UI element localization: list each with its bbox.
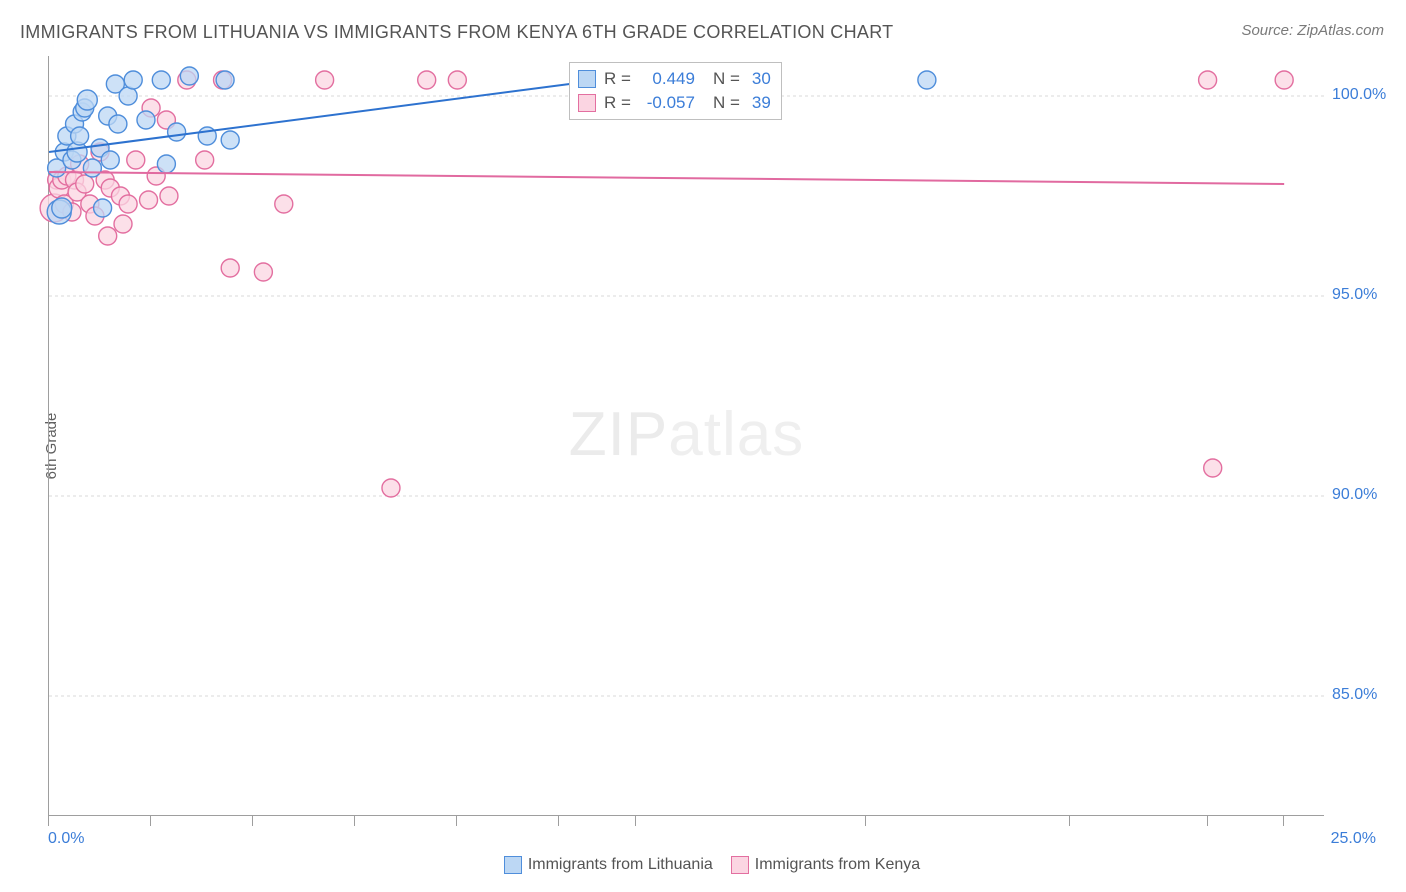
- legend-n-label: N =: [713, 91, 740, 115]
- source-attribution: Source: ZipAtlas.com: [1241, 22, 1384, 39]
- x-axis-min-label: 0.0%: [48, 830, 84, 848]
- legend-series-label: Immigrants from Lithuania: [528, 856, 713, 873]
- x-tick: [48, 816, 49, 826]
- legend-series-label: Immigrants from Kenya: [755, 856, 920, 873]
- x-tick: [150, 816, 151, 826]
- legend-inset: R = 0.449 N = 30 R = -0.057 N = 39: [569, 62, 782, 120]
- legend-swatch: [578, 70, 596, 88]
- x-tick: [456, 816, 457, 826]
- legend-swatch: [504, 856, 522, 874]
- legend-r-label: R =: [604, 91, 631, 115]
- legend-row: R = -0.057 N = 39: [578, 91, 771, 115]
- x-tick: [558, 816, 559, 826]
- legend-row: R = 0.449 N = 30: [578, 67, 771, 91]
- y-tick-label: 85.0%: [1332, 686, 1377, 704]
- x-tick: [1207, 816, 1208, 826]
- legend-r-value: 0.449: [639, 67, 695, 91]
- y-tick-label: 95.0%: [1332, 286, 1377, 304]
- x-tick: [1283, 816, 1284, 826]
- plot-area: ZIPatlas R =0.449N =30R =-0.057N =39: [48, 56, 1324, 816]
- legend-r-label: R =: [604, 67, 631, 91]
- legend-n-label: N =: [713, 67, 740, 91]
- x-axis-max-label: 25.0%: [1331, 830, 1376, 848]
- x-tick: [635, 816, 636, 826]
- y-tick-label: 100.0%: [1332, 86, 1386, 104]
- plot-svg: [49, 56, 1324, 815]
- x-tick: [1069, 816, 1070, 826]
- legend-n-value: 39: [752, 91, 771, 115]
- x-tick: [252, 816, 253, 826]
- legend-swatch: [731, 856, 749, 874]
- legend-n-value: 30: [752, 67, 771, 91]
- legend-r-value: -0.057: [639, 91, 695, 115]
- x-tick: [354, 816, 355, 826]
- x-tick: [865, 816, 866, 826]
- bottom-legend: Immigrants from Lithuania Immigrants from…: [0, 856, 1406, 874]
- y-tick-label: 90.0%: [1332, 486, 1377, 504]
- chart-title: IMMIGRANTS FROM LITHUANIA VS IMMIGRANTS …: [20, 22, 893, 43]
- legend-swatch: [578, 94, 596, 112]
